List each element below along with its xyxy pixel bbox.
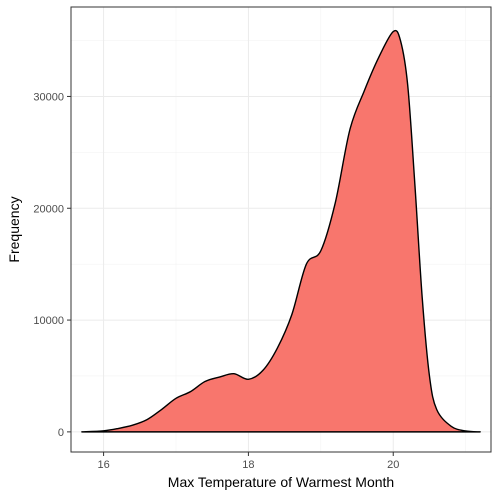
x-tick-label: 18 <box>242 459 254 471</box>
y-tick-label: 30000 <box>33 91 64 103</box>
density-area <box>81 29 481 433</box>
x-axis: 16 18 20 <box>97 452 399 471</box>
x-tick-label: 16 <box>97 459 109 471</box>
y-axis-title: Frequency <box>6 196 22 262</box>
y-tick-label: 20000 <box>33 203 64 215</box>
y-tick-label: 10000 <box>33 315 64 327</box>
x-tick-label: 20 <box>387 459 399 471</box>
x-axis-title: Max Temperature of Warmest Month <box>168 474 394 490</box>
minor-gridlines <box>71 7 491 452</box>
y-axis: 0 10000 20000 30000 <box>33 91 71 439</box>
panel-border <box>70 6 492 453</box>
y-tick-label: 0 <box>58 427 64 439</box>
